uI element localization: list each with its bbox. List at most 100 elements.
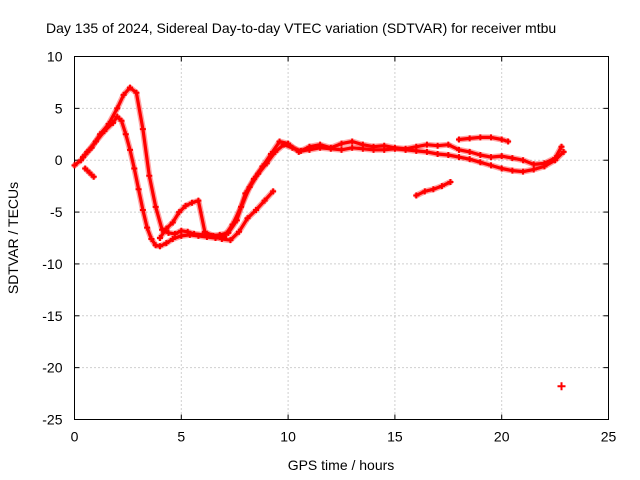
series-markers-track-b — [80, 84, 565, 239]
data-point — [218, 236, 225, 243]
data-point — [156, 235, 163, 241]
y-tick-label: -25 — [42, 412, 62, 428]
data-point — [276, 138, 283, 145]
data-point — [188, 199, 195, 206]
data-point — [82, 165, 89, 172]
data-point — [445, 152, 452, 159]
data-point — [558, 143, 565, 150]
data-point — [295, 148, 302, 155]
data-point — [131, 165, 138, 172]
data-point — [118, 117, 125, 124]
chart-title: Day 135 of 2024, Sidereal Day-to-day VTE… — [46, 20, 556, 36]
data-point — [413, 143, 420, 150]
data-point — [135, 186, 142, 193]
data-point — [195, 197, 202, 204]
data-point — [438, 183, 445, 190]
data-point — [122, 131, 129, 138]
data-point — [434, 142, 441, 149]
data-point — [455, 154, 462, 161]
data-point — [447, 178, 454, 185]
y-tick-label: 0 — [55, 152, 63, 168]
data-point — [148, 236, 155, 243]
data-point — [235, 228, 242, 235]
data-point — [133, 89, 140, 96]
data-point — [466, 135, 473, 142]
data-point — [381, 142, 388, 149]
series-markers-track-f — [82, 165, 97, 180]
data-point — [349, 144, 356, 151]
y-tick-label: -20 — [42, 360, 62, 376]
data-point — [306, 143, 313, 150]
data-point — [163, 240, 170, 247]
data-point — [391, 144, 398, 151]
x-axis-label: GPS time / hours — [288, 457, 395, 473]
x-tick-label: 5 — [177, 429, 185, 445]
data-point — [225, 229, 232, 236]
data-point — [434, 150, 441, 157]
x-tick-label: 15 — [387, 429, 403, 445]
data-point — [530, 161, 537, 168]
data-point — [178, 232, 185, 239]
data-point — [455, 146, 462, 153]
data-point — [146, 172, 153, 179]
data-point — [359, 141, 366, 148]
data-point — [253, 206, 260, 213]
data-point — [285, 140, 292, 147]
data-point — [488, 154, 495, 161]
data-point — [250, 175, 257, 182]
data-point — [505, 138, 512, 145]
data-point — [144, 224, 151, 231]
data-point — [541, 160, 548, 167]
data-point — [105, 120, 112, 127]
series-markers-track-c — [156, 188, 277, 244]
data-point — [97, 131, 104, 138]
data-point — [477, 134, 484, 141]
data-point — [165, 229, 172, 236]
y-tick-label: -5 — [50, 204, 63, 220]
data-point — [127, 84, 134, 91]
x-tick-label: 10 — [280, 429, 296, 445]
y-tick-label: 5 — [55, 100, 63, 116]
x-tick-label: 20 — [494, 429, 510, 445]
data-point — [268, 150, 275, 157]
data-point — [163, 225, 170, 232]
y-tick-label: -15 — [42, 308, 62, 324]
data-point — [455, 136, 462, 143]
data-point — [178, 227, 185, 234]
data-point — [201, 228, 208, 235]
data-point — [152, 242, 159, 249]
data-point — [152, 203, 159, 210]
plot-frame — [74, 56, 609, 420]
data-point — [520, 168, 527, 175]
y-tick-label: 10 — [47, 49, 63, 65]
axis-ticks: 0 5 10 15 20 25 10 5 0 -5 -10 -15 -20 -25 — [42, 49, 616, 445]
data-point — [338, 140, 345, 147]
data-point — [90, 173, 97, 180]
data-point — [139, 206, 146, 213]
data-point — [80, 154, 87, 161]
data-point — [210, 232, 217, 239]
data-point — [242, 190, 249, 197]
data-point — [244, 215, 251, 222]
data-point — [509, 155, 516, 162]
data-point — [199, 231, 206, 238]
series-line-track-c — [158, 189, 275, 242]
data-point — [139, 126, 146, 133]
data-point — [413, 192, 420, 199]
data-point — [127, 146, 134, 153]
data-point — [488, 162, 495, 169]
series-outline-track-b — [80, 84, 565, 239]
y-axis-label: SDTVAR / TECUs — [5, 182, 21, 294]
data-point — [402, 145, 409, 152]
x-tick-label: 0 — [71, 429, 79, 445]
data-point — [477, 152, 484, 159]
series-markers-track-d — [455, 134, 512, 145]
data-point — [317, 141, 324, 148]
data-point — [169, 236, 176, 243]
data-point — [466, 148, 473, 155]
data-point — [466, 156, 473, 163]
data-point — [552, 155, 559, 162]
data-point — [423, 141, 430, 148]
data-point — [120, 91, 127, 98]
